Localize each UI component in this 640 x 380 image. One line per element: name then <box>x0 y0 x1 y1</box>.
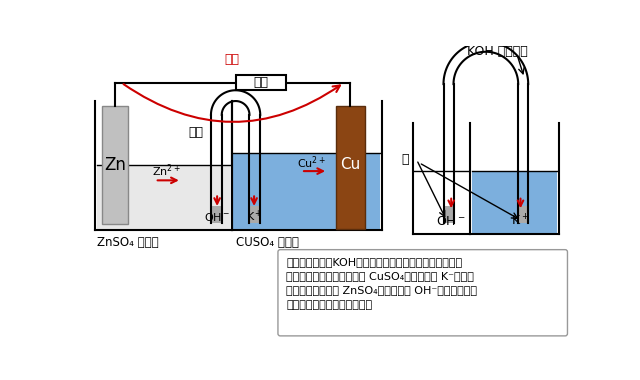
Text: Cu$^{2+}$: Cu$^{2+}$ <box>297 154 326 171</box>
Text: 塩橋の中には、KOHなどの電解質の飽和水溶液が入って
おり、陽イオンが不足する CuSO₄水溶液側に K⁻を、陰
イオンが不足する ZnSO₄水溶液側に OH⁻: 塩橋の中には、KOHなどの電解質の飽和水溶液が入って おり、陽イオンが不足する … <box>287 256 477 310</box>
Bar <box>444 206 452 223</box>
Text: CUSO₄ 水溶液: CUSO₄ 水溶液 <box>236 236 298 249</box>
Bar <box>336 106 365 229</box>
FancyBboxPatch shape <box>278 250 568 336</box>
Text: OH$^-$: OH$^-$ <box>436 215 466 228</box>
Text: ZnSO₄ 水溶液: ZnSO₄ 水溶液 <box>97 236 159 249</box>
FancyBboxPatch shape <box>236 75 285 90</box>
Text: KOH 飽和溶液: KOH 飽和溶液 <box>467 45 528 58</box>
Text: Zn: Zn <box>104 156 126 174</box>
Text: 塩橋: 塩橋 <box>188 126 204 139</box>
Bar <box>102 106 128 224</box>
Text: Cu: Cu <box>340 157 360 173</box>
Text: K$^+$: K$^+$ <box>511 214 530 229</box>
Bar <box>212 206 221 223</box>
Text: 綿: 綿 <box>401 153 409 166</box>
Text: Zn$^{2+}$: Zn$^{2+}$ <box>152 163 180 179</box>
FancyArrowPatch shape <box>124 84 340 122</box>
Bar <box>250 206 259 223</box>
Text: OH$^-$: OH$^-$ <box>204 211 230 223</box>
Text: 電子: 電子 <box>224 53 239 66</box>
Bar <box>97 165 230 230</box>
Text: K$^+$: K$^+$ <box>246 209 262 224</box>
Bar <box>234 154 380 230</box>
Bar <box>472 171 557 234</box>
Text: 抵抗: 抵抗 <box>253 76 268 89</box>
Bar <box>519 206 527 223</box>
